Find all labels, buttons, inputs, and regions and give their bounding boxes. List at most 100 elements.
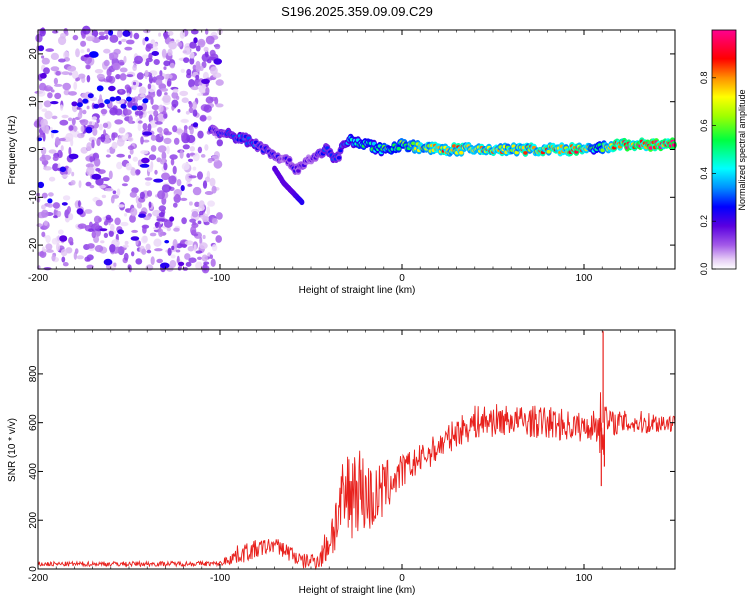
spectrogram-noise-cell xyxy=(86,105,90,110)
spectrogram-noise-cell xyxy=(153,238,162,247)
spectrogram-noise-cell xyxy=(176,255,180,264)
spectrogram-noise-cell xyxy=(56,210,62,218)
spectrogram-noise-cell xyxy=(119,73,127,81)
spectrogram-noise-band xyxy=(115,96,122,101)
spectrogram-noise-cell xyxy=(137,122,142,132)
spectrogram-noise-cell xyxy=(116,153,125,158)
spectrogram-noise-cell xyxy=(204,191,214,195)
spectrogram-noise-peak xyxy=(76,208,84,215)
spectrogram-noise-peak xyxy=(108,29,114,36)
spectrogram-noise-peak xyxy=(59,166,67,173)
colorbar-tick-label: 0.8 xyxy=(699,72,709,85)
spectrogram-noise-cell xyxy=(48,149,57,154)
spectrogram-noise-cell xyxy=(39,27,46,37)
spectrogram-noise-cell xyxy=(176,179,182,187)
snr-series-line xyxy=(37,392,676,571)
spectrogram-noise-cell xyxy=(102,177,110,182)
spectrogram-noise-peak xyxy=(51,129,59,134)
spectrogram-noise-cell xyxy=(105,214,112,221)
spectrogram-frame xyxy=(37,29,676,270)
spectrogram-noise-cell xyxy=(210,66,218,75)
spectrogram-noise-cell xyxy=(130,207,138,217)
spectrogram-noise-peak xyxy=(96,85,104,92)
spectrogram-noise-cell xyxy=(124,109,132,116)
snr-y-axis-label: SNR (10 * v/v) xyxy=(7,418,18,482)
spectrogram-noise-cell xyxy=(156,258,163,264)
spectrogram-x-axis-label: Height of straight line (km) xyxy=(299,285,416,296)
spectrogram-noise-cell xyxy=(184,253,191,260)
spectrogram-noise-cell xyxy=(91,231,97,239)
spectrogram-noise-cell xyxy=(41,192,48,199)
spectrogram-noise-cell xyxy=(173,137,180,145)
spectrogram-noise-cell xyxy=(80,40,87,47)
spectrogram-noise-peak xyxy=(40,72,47,79)
spectrogram-noise-cell xyxy=(118,127,126,134)
spectrogram-noise-cell xyxy=(118,62,125,66)
spectrogram-noise-cell xyxy=(87,243,95,249)
spectrogram-noise-cell xyxy=(60,249,68,257)
spectrogram-noise-cell xyxy=(170,158,175,166)
spectrogram-noise-cell xyxy=(167,48,173,57)
spectrogram-noise-cell xyxy=(154,169,158,175)
spectrogram-noise-cell xyxy=(139,86,147,95)
spectrogram-noise-cell xyxy=(39,133,44,138)
spectrogram-noise-cell xyxy=(77,200,81,208)
spectrogram-noise-cell xyxy=(148,75,153,84)
spectrogram-noise-cell xyxy=(68,91,77,96)
colorbar-frame xyxy=(711,29,737,270)
spectrogram-noise-cell xyxy=(125,162,132,171)
spectrogram-noise-cell xyxy=(125,208,130,212)
spectrogram-noise-cell xyxy=(187,245,195,252)
spectrogram-noise-cell xyxy=(134,55,143,64)
spectrogram-noise-cell xyxy=(98,35,106,40)
spectrogram-noise-cell xyxy=(129,148,134,155)
spectrogram-noise-cell xyxy=(196,92,203,97)
spectrogram-noise-cell xyxy=(152,209,161,217)
spectrogram-noise-peak xyxy=(108,85,116,92)
spectrogram-noise-cell xyxy=(132,64,137,71)
spectrogram-y-axis-label: Frequency (Hz) xyxy=(7,116,18,185)
spectrogram-noise-cell xyxy=(35,33,43,43)
spectrogram-noise-cell xyxy=(214,43,221,50)
spectrogram-ridge-cell xyxy=(546,149,551,154)
snr-plot-area xyxy=(38,330,675,569)
spectrogram-noise-cell xyxy=(176,243,183,249)
spectrogram-noise-peak xyxy=(84,54,91,58)
snr-y-tick-label: 0 xyxy=(28,566,39,572)
spectrogram-noise-cell xyxy=(161,172,170,181)
spectrogram-noise-cell xyxy=(187,158,194,163)
spectrogram-noise-cell xyxy=(67,206,71,214)
spectrogram-noise-band xyxy=(142,98,149,104)
spectrogram-ridge-cell xyxy=(514,150,519,155)
spectrogram-noise-cell xyxy=(133,32,140,40)
colorbar-tick-label: 0.4 xyxy=(699,167,709,180)
spectrogram-noise-cell xyxy=(75,48,80,58)
spectrogram-noise-cell xyxy=(80,146,88,154)
spectrogram-noise-cell xyxy=(73,81,78,91)
spectrogram-noise-cell xyxy=(55,70,61,76)
spectrogram-noise-cell xyxy=(175,249,181,253)
spectrogram-noise-cell xyxy=(175,95,180,100)
spectrogram-noise-peak xyxy=(160,262,170,269)
spectrogram-noise-cell xyxy=(147,123,152,132)
colorbar: 0.0 0.2 0.4 0.6 0.8 Normalized spectral ampl… xyxy=(699,29,747,276)
spectrogram-noise-cell xyxy=(209,177,216,187)
spectrogram-noise-cell xyxy=(192,109,198,117)
spectrogram-noise-cell xyxy=(100,108,108,115)
spectrogram-noise-cell xyxy=(191,211,199,218)
spectrogram-noise-cell xyxy=(139,191,145,200)
spectrogram-noise-cell xyxy=(188,102,193,109)
spectrogram-noise-cell xyxy=(145,45,151,52)
spectrogram-noise-cell xyxy=(96,73,105,80)
spectrogram-noise-cell xyxy=(118,40,122,45)
spectrogram-noise-cell xyxy=(189,41,197,49)
spectrogram-noise-cell xyxy=(145,60,150,67)
spectrogram-noise-cell xyxy=(52,202,61,209)
spectrogram-noise-cell xyxy=(179,90,189,97)
spectrogram-noise-cell xyxy=(41,231,46,237)
spectrogram-noise-cell xyxy=(62,51,70,60)
spectrogram-ridge-cell xyxy=(336,156,342,160)
spectrogram-noise-cell xyxy=(100,240,105,244)
colorbar-tick-label: 0.0 xyxy=(699,263,709,276)
spectrogram-noise-cell xyxy=(56,242,60,252)
